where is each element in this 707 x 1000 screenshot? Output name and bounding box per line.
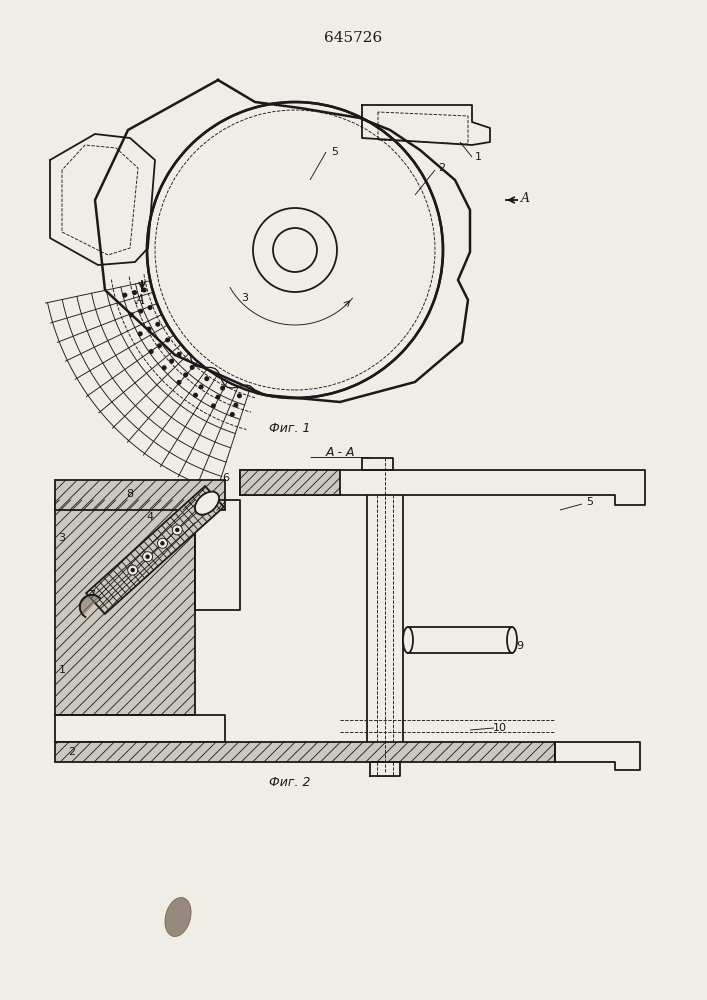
Circle shape [253,208,337,292]
Polygon shape [86,486,224,614]
Circle shape [148,306,152,309]
Text: 1: 1 [59,665,66,675]
Polygon shape [95,80,470,402]
Circle shape [147,327,151,331]
Circle shape [161,542,164,545]
Circle shape [139,309,143,313]
Text: A - A: A - A [325,446,355,458]
Circle shape [221,386,224,390]
Circle shape [156,322,160,326]
Circle shape [238,394,241,398]
Text: 2: 2 [438,163,445,173]
Polygon shape [50,134,155,265]
Circle shape [128,565,138,575]
Polygon shape [55,480,225,510]
Circle shape [230,413,234,416]
Text: A: A [136,294,144,306]
Text: 3: 3 [59,533,66,543]
Ellipse shape [403,627,413,653]
Polygon shape [362,105,490,145]
Polygon shape [55,715,225,742]
Polygon shape [362,458,393,470]
Ellipse shape [195,492,219,515]
Polygon shape [240,470,340,495]
Circle shape [139,332,142,336]
Text: 7: 7 [88,590,95,600]
Polygon shape [408,627,512,653]
Circle shape [199,385,203,389]
Circle shape [190,366,194,369]
Circle shape [158,538,168,548]
Circle shape [176,528,179,531]
Text: 1: 1 [474,152,481,162]
Polygon shape [555,742,640,770]
Circle shape [216,395,220,399]
Circle shape [170,359,173,363]
Polygon shape [240,470,645,505]
Polygon shape [195,500,240,610]
Ellipse shape [165,897,191,937]
Circle shape [143,552,153,562]
Text: A: A [520,192,530,205]
Ellipse shape [507,627,517,653]
Circle shape [184,373,187,377]
Text: 5: 5 [332,147,339,157]
Circle shape [142,288,146,292]
Polygon shape [55,742,555,762]
Circle shape [194,393,197,397]
Text: 2: 2 [69,747,76,757]
Circle shape [133,291,136,294]
Text: 10: 10 [493,723,507,733]
Text: 645726: 645726 [324,31,382,45]
Polygon shape [80,595,99,615]
Circle shape [158,344,161,348]
Text: 9: 9 [516,641,524,651]
Circle shape [146,555,149,558]
Text: 5: 5 [587,497,593,507]
Circle shape [173,525,182,535]
Circle shape [273,228,317,272]
Circle shape [149,350,153,353]
Text: 3: 3 [242,293,248,303]
Text: 4: 4 [146,512,153,522]
Circle shape [205,377,209,380]
Text: 8: 8 [127,489,134,499]
Circle shape [165,338,170,342]
Polygon shape [55,500,195,715]
Circle shape [123,293,127,297]
Text: Фиг. 2: Фиг. 2 [269,776,311,788]
Circle shape [234,403,238,407]
Circle shape [129,313,133,317]
Circle shape [163,366,166,370]
Circle shape [177,353,181,356]
Text: Фиг. 1: Фиг. 1 [269,422,311,434]
Circle shape [211,404,215,408]
Circle shape [132,569,134,572]
Text: 6: 6 [223,473,230,483]
Circle shape [177,381,181,384]
Polygon shape [370,762,400,776]
